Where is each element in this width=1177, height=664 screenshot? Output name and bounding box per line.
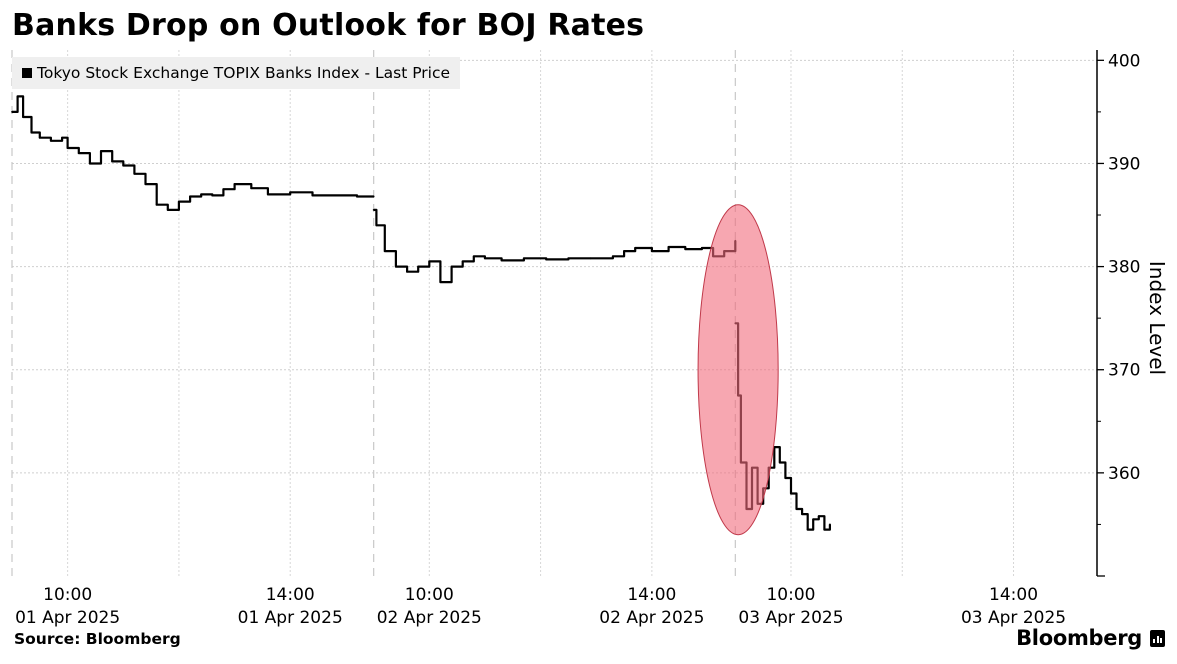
data-point bbox=[812, 518, 815, 521]
data-point bbox=[795, 508, 798, 510]
data-point bbox=[829, 523, 831, 526]
data-point bbox=[16, 95, 19, 98]
series-line bbox=[373, 208, 737, 284]
data-point bbox=[806, 528, 809, 531]
highlight-ellipse bbox=[697, 204, 779, 536]
data-point bbox=[61, 136, 63, 139]
y-axis-title: Index Level bbox=[1145, 261, 1169, 375]
data-point bbox=[589, 257, 592, 260]
data-point bbox=[823, 528, 826, 531]
legend-label: Tokyo Stock Exchange TOPIX Banks Index -… bbox=[37, 64, 451, 82]
data-point bbox=[500, 259, 503, 262]
data-point bbox=[684, 248, 687, 250]
bloomberg-logo: Bloomberg bbox=[1016, 626, 1165, 650]
data-point bbox=[144, 183, 147, 185]
data-point bbox=[372, 208, 375, 211]
bloomberg-chart-icon bbox=[1150, 629, 1165, 647]
data-point bbox=[267, 193, 269, 196]
data-point bbox=[289, 191, 292, 194]
data-point bbox=[38, 136, 41, 139]
chart-title: Banks Drop on Outlook for BOJ Rates bbox=[12, 8, 645, 43]
data-point bbox=[66, 147, 69, 149]
x-axis: 10:00 01 Apr 2025 14:00 01 Apr 2025 10:00 02 … bbox=[15, 585, 1066, 628]
data-point bbox=[790, 492, 792, 495]
data-point bbox=[801, 513, 804, 516]
x-tick-label-time: 14:00 bbox=[627, 585, 676, 605]
data-point bbox=[88, 162, 91, 165]
legend-swatch bbox=[22, 68, 32, 78]
data-point bbox=[122, 164, 125, 167]
data-point bbox=[567, 257, 570, 260]
series-layer bbox=[11, 95, 831, 531]
source-note: Source: Bloomberg bbox=[14, 630, 181, 648]
data-point bbox=[784, 477, 787, 479]
y-tick-label: 390 bbox=[1108, 154, 1140, 174]
data-point bbox=[522, 257, 525, 260]
data-point bbox=[22, 116, 25, 118]
y-axis: 360 370 380 390 400 bbox=[1096, 50, 1140, 577]
y-tick-label: 380 bbox=[1108, 258, 1140, 278]
data-point bbox=[50, 139, 52, 142]
data-point bbox=[250, 187, 253, 190]
y-tick-label: 370 bbox=[1108, 361, 1140, 381]
x-tick-label-date: 03 Apr 2025 bbox=[961, 608, 1066, 628]
data-point bbox=[375, 224, 378, 227]
data-point bbox=[623, 250, 625, 253]
grid bbox=[11, 50, 1097, 576]
data-point bbox=[817, 515, 820, 518]
data-point bbox=[111, 160, 114, 163]
x-tick-label-date: 01 Apr 2025 bbox=[15, 608, 120, 628]
data-point bbox=[484, 257, 486, 260]
data-point bbox=[356, 195, 358, 198]
data-point bbox=[701, 247, 703, 249]
data-point bbox=[211, 194, 214, 197]
data-point bbox=[650, 250, 653, 253]
x-tick-label-time: 14:00 bbox=[266, 585, 315, 605]
x-tick-label-date: 02 Apr 2025 bbox=[599, 608, 704, 628]
data-point bbox=[406, 270, 408, 273]
data-point bbox=[77, 152, 80, 155]
data-point bbox=[311, 194, 314, 197]
data-point bbox=[233, 183, 236, 185]
data-point bbox=[166, 208, 169, 211]
data-point bbox=[133, 172, 136, 175]
data-point bbox=[450, 265, 453, 268]
brand-name: Bloomberg bbox=[1016, 626, 1142, 650]
data-point bbox=[189, 195, 191, 198]
data-point bbox=[155, 203, 158, 206]
y-tick-label: 360 bbox=[1108, 464, 1140, 484]
data-point bbox=[439, 281, 442, 283]
x-tick-label-date: 03 Apr 2025 bbox=[738, 608, 843, 628]
x-tick-label-date: 02 Apr 2025 bbox=[377, 608, 482, 628]
data-point bbox=[372, 195, 375, 198]
data-point bbox=[100, 150, 102, 152]
data-point bbox=[472, 255, 475, 258]
data-point bbox=[30, 131, 33, 134]
data-point bbox=[461, 260, 464, 263]
data-point bbox=[383, 250, 386, 253]
data-point bbox=[222, 188, 225, 191]
data-point bbox=[11, 110, 13, 113]
series-line bbox=[12, 95, 374, 211]
data-point bbox=[634, 247, 637, 249]
data-point bbox=[667, 246, 670, 248]
y-tick-label: 400 bbox=[1108, 51, 1140, 71]
data-point bbox=[395, 265, 397, 268]
x-tick-label-date: 01 Apr 2025 bbox=[238, 608, 343, 628]
data-point bbox=[612, 255, 614, 258]
x-tick-label-time: 10:00 bbox=[43, 585, 92, 605]
data-point bbox=[200, 193, 203, 196]
data-point bbox=[778, 461, 781, 464]
data-point bbox=[545, 258, 548, 261]
legend: Tokyo Stock Exchange TOPIX Banks Index -… bbox=[12, 57, 461, 89]
data-point bbox=[178, 200, 180, 203]
data-point bbox=[417, 265, 420, 268]
x-tick-label-time: 10:00 bbox=[766, 585, 815, 605]
data-point bbox=[333, 194, 336, 197]
data-point bbox=[428, 260, 431, 263]
x-tick-label-time: 10:00 bbox=[405, 585, 454, 605]
x-tick-label-time: 14:00 bbox=[989, 585, 1038, 605]
